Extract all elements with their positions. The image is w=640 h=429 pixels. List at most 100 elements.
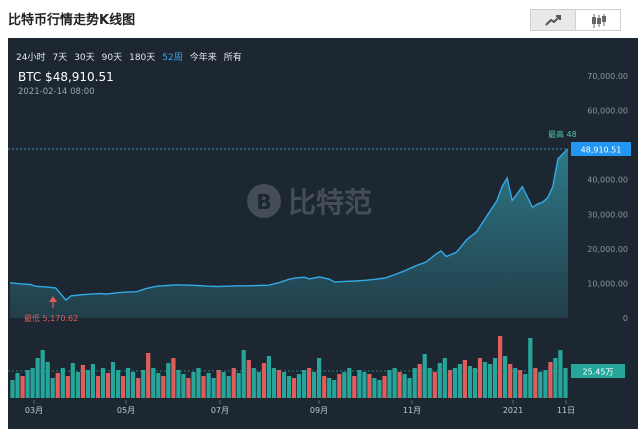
volume-bar — [307, 368, 312, 398]
volume-bar — [45, 362, 50, 398]
markers: 48,910.51 25.45万 最高 48 最低 5,170.62 — [8, 129, 631, 378]
range-option[interactable]: 52周 — [162, 53, 183, 63]
volume-bar — [105, 373, 111, 398]
svg-text:B: B — [256, 190, 271, 214]
volume-bar — [256, 372, 261, 398]
volume-bar — [412, 368, 417, 398]
volume-bar — [482, 362, 488, 398]
volume-bar — [332, 380, 337, 398]
price-readout: BTC $48,910.51 — [18, 70, 114, 84]
x-tick-label: 03月 — [25, 406, 43, 415]
line-chart-toggle[interactable] — [530, 9, 576, 31]
range-option[interactable]: 今年来 — [189, 53, 217, 63]
volume-bar — [191, 372, 196, 398]
volume-bar — [422, 354, 427, 398]
watermark-text: 比特范 — [288, 186, 372, 219]
timestamp-readout: 2021-02-14 08:00 — [18, 87, 95, 97]
range-option[interactable]: 30天 — [74, 53, 95, 63]
volume-bar — [513, 368, 518, 398]
volume-bar — [271, 368, 276, 398]
volume-bar — [387, 370, 392, 398]
range-option[interactable]: 180天 — [129, 53, 156, 63]
current-volume-label: 25.45万 — [583, 368, 614, 377]
y-axis: 70,000.0060,000.0050,000.0040,000.0030,0… — [587, 72, 628, 323]
range-option[interactable]: 24小时 — [16, 53, 46, 63]
volume-bar — [477, 358, 483, 398]
volume-bar — [251, 368, 256, 398]
volume-bar — [226, 376, 231, 398]
current-volume-tag — [571, 364, 625, 378]
volume-bar — [261, 363, 266, 398]
volume-bar — [40, 350, 45, 398]
volume-bar — [432, 372, 437, 398]
price-area-fill — [10, 148, 568, 318]
volume-bar — [538, 372, 543, 398]
y-tick-label: 20,000.00 — [587, 245, 628, 254]
volume-bar — [211, 378, 216, 398]
volume-bar — [60, 368, 65, 398]
volume-bar — [30, 368, 35, 398]
volume-bar — [156, 373, 161, 398]
range-option[interactable]: 7天 — [52, 53, 68, 63]
volume-bar — [533, 368, 538, 398]
volume-bar — [296, 374, 302, 398]
volume-bar — [427, 368, 432, 398]
volume-bar — [467, 366, 473, 398]
volume-bar — [563, 368, 568, 398]
volume-bar — [50, 378, 55, 398]
bitfan-logo-icon — [247, 184, 281, 218]
candlestick-icon — [592, 14, 606, 28]
volume-bar — [291, 378, 297, 398]
range-option[interactable]: 90天 — [101, 53, 123, 63]
price-area — [9, 148, 569, 318]
volume-bar — [407, 378, 412, 398]
volume-bar — [493, 358, 498, 398]
candlestick-toggle[interactable] — [575, 9, 621, 31]
x-tick-label: 11月 — [403, 406, 421, 415]
volume-bar — [397, 372, 402, 398]
price-chart[interactable]: B 比特范 70,000.0060,000.0050,000.0040,000.… — [8, 38, 638, 429]
volume-bar — [362, 372, 367, 398]
volume-bar — [548, 362, 553, 398]
volume-bar — [90, 364, 95, 398]
volume-bar — [508, 364, 513, 398]
volume-bar — [452, 368, 457, 398]
x-tick-label: 09月 — [310, 406, 328, 415]
volume-bar — [543, 370, 548, 398]
current-price-tag — [571, 142, 631, 156]
volume-bars — [10, 336, 568, 398]
volume-bar — [367, 374, 372, 398]
volume-bar — [161, 376, 166, 398]
volume-bar — [25, 370, 30, 398]
volume-bar — [186, 378, 191, 398]
volume-bar — [10, 380, 15, 398]
volume-bar — [85, 370, 90, 398]
y-tick-label: 30,000.00 — [587, 210, 628, 219]
volume-bar — [558, 350, 563, 398]
volume-bar — [327, 378, 332, 398]
volume-bar — [302, 370, 307, 398]
range-option[interactable]: 所有 — [223, 53, 242, 63]
volume-bar — [447, 370, 452, 398]
current-price-label: 48,910.51 — [581, 146, 622, 155]
volume-bar — [352, 376, 357, 398]
y-tick-label: 70,000.00 — [587, 72, 628, 81]
volume-bar — [377, 380, 382, 398]
volume-bar — [553, 358, 558, 398]
x-tick-label: 11日 — [557, 406, 575, 415]
high-label: 最高 48 — [548, 129, 577, 139]
volume-bar — [417, 364, 422, 398]
volume-bar — [523, 374, 528, 398]
volume-bar — [95, 376, 101, 398]
volume-bar — [372, 378, 377, 398]
volume-bar — [151, 368, 156, 398]
volume-bar — [20, 376, 25, 398]
volume-bar — [402, 374, 407, 398]
volume-bar — [236, 373, 241, 398]
x-axis: 03月 05月 07月 09月 11月 2021 11日 — [25, 400, 575, 415]
volume-bar — [110, 362, 116, 398]
volume-bar — [317, 358, 322, 398]
volume-bar — [176, 370, 181, 398]
volume-bar — [392, 368, 397, 398]
volume-bar — [382, 376, 387, 398]
